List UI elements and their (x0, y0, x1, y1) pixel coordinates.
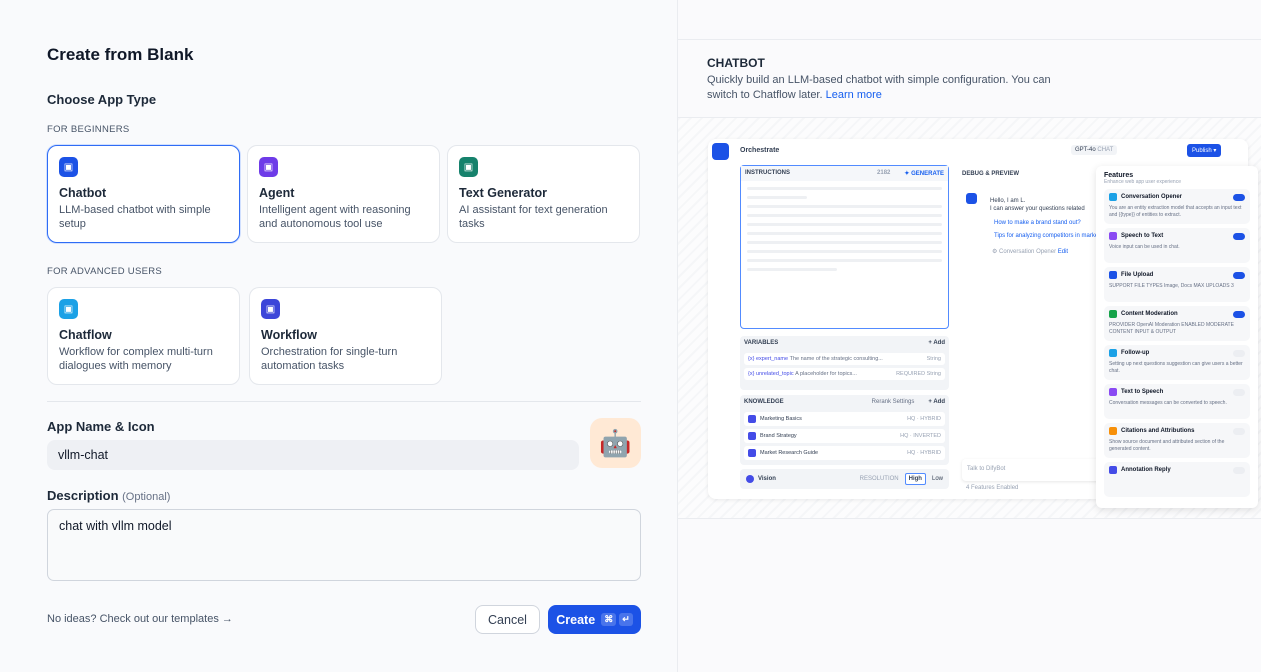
create-button[interactable]: Create ⌘ ↵ (548, 605, 641, 634)
features-panel: Features Enhance web app user experience… (1096, 166, 1258, 508)
feature-toggle (1233, 349, 1245, 357)
type-title: CHATBOT (707, 56, 765, 70)
divider (47, 401, 641, 402)
text-plus-icon: ▣ (459, 157, 478, 177)
feature-toggle (1233, 271, 1245, 279)
features-enabled: 4 Features Enabled (966, 485, 1019, 491)
app-type-title: Agent (259, 186, 295, 200)
learn-more-link[interactable]: Learn more (825, 89, 882, 101)
char-count: 2182 (877, 170, 891, 176)
feature-item: Follow-up Setting up next questions sugge… (1104, 345, 1250, 380)
app-icon-picker[interactable]: 🤖 (590, 418, 641, 468)
model-selector: GPT-4o CHAT (1071, 145, 1118, 155)
chat-bubble-icon: ▣ (59, 157, 78, 177)
app-logo-icon (712, 143, 729, 160)
app-name-input[interactable]: vllm-chat (47, 440, 579, 470)
variables-label: VARIABLES (744, 340, 779, 346)
optional-label: (Optional) (122, 491, 171, 503)
publish-button: Publish ▾ (1187, 144, 1222, 157)
app-type-title: Chatflow (59, 328, 112, 342)
app-type-workflow[interactable]: ▣ Workflow Orchestration for single-turn a… (249, 287, 442, 385)
create-panel: Create from Blank Choose App Type FOR BE… (47, 45, 641, 634)
preview-image: Orchestrate GPT-4o CHAT Publish ▾ INSTRU… (678, 117, 1261, 519)
app-type-desc: Workflow for complex multi-turn dialogue… (59, 346, 213, 372)
knowledge-label: KNOWLEDGE (744, 399, 784, 405)
feature-toggle (1233, 388, 1245, 396)
orchestrate-title: Orchestrate (740, 147, 780, 154)
robot-head-icon: ▣ (259, 157, 278, 177)
beginners-label: FOR BEGINNERS (47, 124, 130, 135)
cmd-key: ⌘ (601, 613, 617, 626)
feature-item: Content Moderation PROVIDER OpenAI Modera… (1104, 306, 1250, 341)
feature-item: Conversation Opener You are an entity ext… (1104, 189, 1250, 224)
feature-toggle (1233, 310, 1245, 318)
feature-item: Speech to Text Voice input can be used in… (1104, 228, 1250, 263)
description-label: Description (47, 488, 119, 503)
app-type-chatbot[interactable]: ▣ Chatbot LLM-based chatbot with simple se… (47, 145, 240, 243)
app-type-agent[interactable]: ▣ Agent Intelligent agent with reasoning a… (247, 145, 440, 243)
workflow-icon: ▣ (261, 299, 280, 319)
app-type-desc: Orchestration for single-turn automation… (261, 346, 398, 372)
feature-toggle (1233, 193, 1245, 201)
app-type-text-generator[interactable]: ▣ Text Generator AI assistant for text gen… (447, 145, 640, 243)
app-type-desc: AI assistant for text generation tasks (459, 204, 608, 230)
app-name-label: App Name & Icon (47, 419, 155, 434)
model-tag: CHAT (1097, 147, 1114, 153)
model-name: GPT-4o (1075, 147, 1096, 153)
feature-item: Text to Speech Conversation messages can … (1104, 384, 1250, 419)
cancel-button[interactable]: Cancel (475, 605, 540, 634)
feature-item: Annotation Reply (1104, 462, 1250, 497)
advanced-label: FOR ADVANCED USERS (47, 266, 163, 277)
templates-link[interactable]: No ideas? Check out our templates → (47, 613, 233, 625)
chatflow-icon: ▣ (59, 299, 78, 319)
add-variable: + Add (928, 340, 945, 346)
app-type-title: Chatbot (59, 186, 107, 200)
feature-toggle (1233, 466, 1245, 474)
app-type-chatflow[interactable]: ▣ Chatflow Workflow for complex multi-turn… (47, 287, 240, 385)
feature-toggle (1233, 427, 1245, 435)
enter-key: ↵ (619, 613, 633, 626)
app-type-desc: LLM-based chatbot with simple setup (59, 204, 211, 230)
type-description: Quickly build an LLM-based chatbot with … (707, 74, 1051, 101)
feature-item: File Upload SUPPORT FILE TYPES Image, Doc… (1104, 267, 1250, 302)
create-label: Create (556, 612, 596, 627)
preview-panel: CHATBOT Quickly build an LLM-based chatb… (677, 0, 1261, 672)
feature-item: Citations and Attributions Show source do… (1104, 423, 1250, 458)
choose-type-label: Choose App Type (47, 92, 157, 107)
app-type-title: Text Generator (459, 186, 547, 200)
feature-toggle (1233, 232, 1245, 240)
instructions-label: INSTRUCTIONS (745, 170, 790, 176)
description-textarea[interactable]: chat with vllm model (47, 509, 641, 581)
generate-label: ✦ GENERATE (904, 171, 944, 177)
page-title: Create from Blank (47, 45, 194, 64)
app-type-title: Workflow (261, 328, 318, 342)
app-type-desc: Intelligent agent with reasoning and aut… (259, 204, 411, 230)
